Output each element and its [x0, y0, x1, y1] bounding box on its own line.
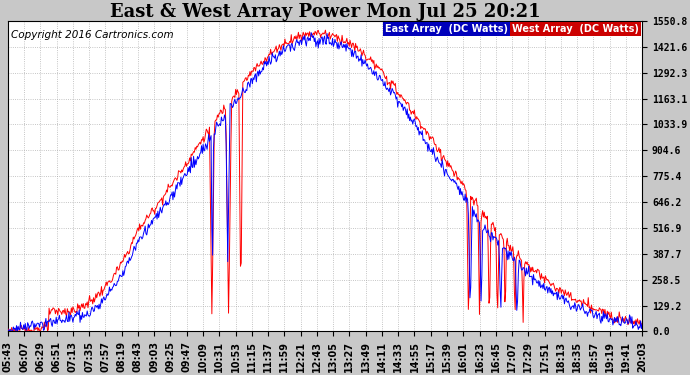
Title: East & West Array Power Mon Jul 25 20:21: East & West Array Power Mon Jul 25 20:21 — [110, 3, 540, 21]
Text: Copyright 2016 Cartronics.com: Copyright 2016 Cartronics.com — [11, 30, 174, 40]
Text: East Array  (DC Watts): East Array (DC Watts) — [385, 24, 509, 34]
Text: West Array  (DC Watts): West Array (DC Watts) — [512, 24, 639, 34]
